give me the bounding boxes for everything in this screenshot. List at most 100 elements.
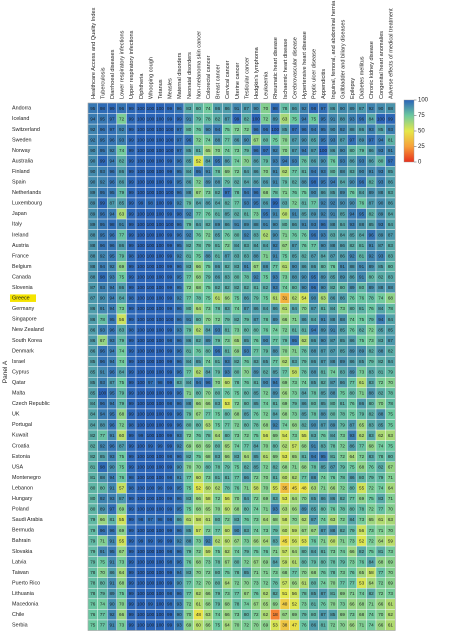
cell-value: 100: [137, 401, 145, 406]
cell-value: 87: [340, 137, 346, 142]
cell-value: 73: [369, 528, 375, 533]
cell-value: 55: [119, 538, 125, 543]
cell-value: 81: [292, 327, 298, 332]
cell-value: 89: [205, 180, 211, 185]
cell-value: 64: [244, 454, 250, 459]
cell-value: 84: [311, 549, 317, 554]
cell-value: 84: [369, 116, 375, 121]
cell-value: 78: [90, 581, 96, 586]
cell-value: 91: [292, 211, 298, 216]
cell-value: 84: [321, 253, 327, 258]
cell-value: 83: [388, 190, 394, 195]
cell-value: 100: [147, 243, 155, 248]
cell-value: 85: [292, 253, 298, 258]
cell-value: 79: [186, 327, 192, 332]
cell-value: 76: [369, 306, 375, 311]
cell-value: 100: [137, 380, 145, 385]
cell-value: 100: [137, 243, 145, 248]
cell-value: 76: [330, 475, 336, 480]
column-label: Upper respiratory infections: [129, 30, 135, 99]
cell-value: 77: [186, 581, 192, 586]
cell-value: 100: [147, 127, 155, 132]
cell-value: 48: [196, 612, 202, 617]
cell-value: 87: [292, 137, 298, 142]
cell-value: 66: [349, 602, 355, 607]
cell-value: 74: [253, 507, 259, 512]
cell-value: 88: [90, 275, 96, 280]
cell-value: 82: [340, 528, 346, 533]
cell-value: 61: [215, 296, 221, 301]
cell-value: 98: [100, 275, 106, 280]
cell-value: 82: [186, 454, 192, 459]
cell-value: 96: [109, 327, 115, 332]
cell-value: 92: [100, 443, 106, 448]
cell-value: 100: [156, 475, 164, 480]
row-label: Macedonia: [12, 602, 38, 608]
cell-value: 88: [378, 285, 384, 290]
cell-value: 99: [129, 180, 135, 185]
cell-value: 62: [225, 549, 231, 554]
cell-value: 74: [100, 602, 106, 607]
cell-value: 67: [196, 190, 202, 195]
cell-value: 71: [263, 507, 269, 512]
cell-value: 88: [205, 253, 211, 258]
cell-value: 81: [311, 602, 317, 607]
cell-value: 79: [359, 412, 365, 417]
cell-value: 84: [244, 496, 250, 501]
cell-value: 77: [301, 475, 307, 480]
cell-value: 60: [330, 538, 336, 543]
column-label: Rheumatic heart disease: [273, 37, 279, 99]
cell-value: 88: [330, 243, 336, 248]
cell-value: 95: [109, 317, 115, 322]
cell-value: 87: [119, 443, 125, 448]
cell-value: 100: [156, 222, 164, 227]
cell-value: 38: [282, 623, 288, 628]
cell-value: 90: [90, 169, 96, 174]
cell-value: 72: [244, 433, 250, 438]
cell-value: 81: [340, 401, 346, 406]
cell-value: 94: [109, 306, 115, 311]
cell-value: 82: [330, 285, 336, 290]
cell-value: 100: [156, 581, 164, 586]
cell-value: 76: [253, 412, 259, 417]
cell-value: 57: [119, 486, 125, 491]
cell-value: 80: [205, 348, 211, 353]
cell-value: 100: [147, 591, 155, 596]
cell-value: 62: [378, 433, 384, 438]
cell-value: 81: [253, 285, 259, 290]
cell-value: 79: [215, 602, 221, 607]
cell-value: 68: [301, 443, 307, 448]
cell-value: 92: [109, 264, 115, 269]
cell-value: 79: [90, 517, 96, 522]
cell-value: 98: [129, 253, 135, 258]
cell-value: 73: [359, 370, 365, 375]
cell-value: 80: [301, 559, 307, 564]
cell-value: 75: [225, 570, 231, 575]
cell-value: 70: [186, 612, 192, 617]
cell-value: 100: [137, 412, 145, 417]
cell-value: 52: [196, 486, 202, 491]
cell-value: 70: [196, 464, 202, 469]
cell-value: 56: [263, 433, 269, 438]
cell-value: 78: [244, 275, 250, 280]
column-label: Leukaemia: [264, 71, 270, 99]
cell-value: 100: [137, 559, 145, 564]
cell-value: 61: [378, 517, 384, 522]
cell-value: 92: [177, 443, 183, 448]
row-label: New Zealand: [12, 327, 44, 333]
cell-value: 96: [177, 159, 183, 164]
cell-value: 81: [225, 348, 231, 353]
cell-value: 69: [263, 559, 269, 564]
cell-value: 75: [186, 486, 192, 491]
cell-value: 86: [311, 338, 317, 343]
cell-value: 100: [137, 232, 145, 237]
cell-value: 73: [349, 538, 355, 543]
cell-value: 73: [196, 538, 202, 543]
cell-value: 94: [177, 570, 183, 575]
cell-value: 76: [234, 486, 240, 491]
cell-value: 84: [90, 412, 96, 417]
cell-value: 93: [378, 222, 384, 227]
cell-value: 86: [225, 159, 231, 164]
cell-value: 100: [156, 422, 164, 427]
cell-value: 100: [156, 180, 164, 185]
